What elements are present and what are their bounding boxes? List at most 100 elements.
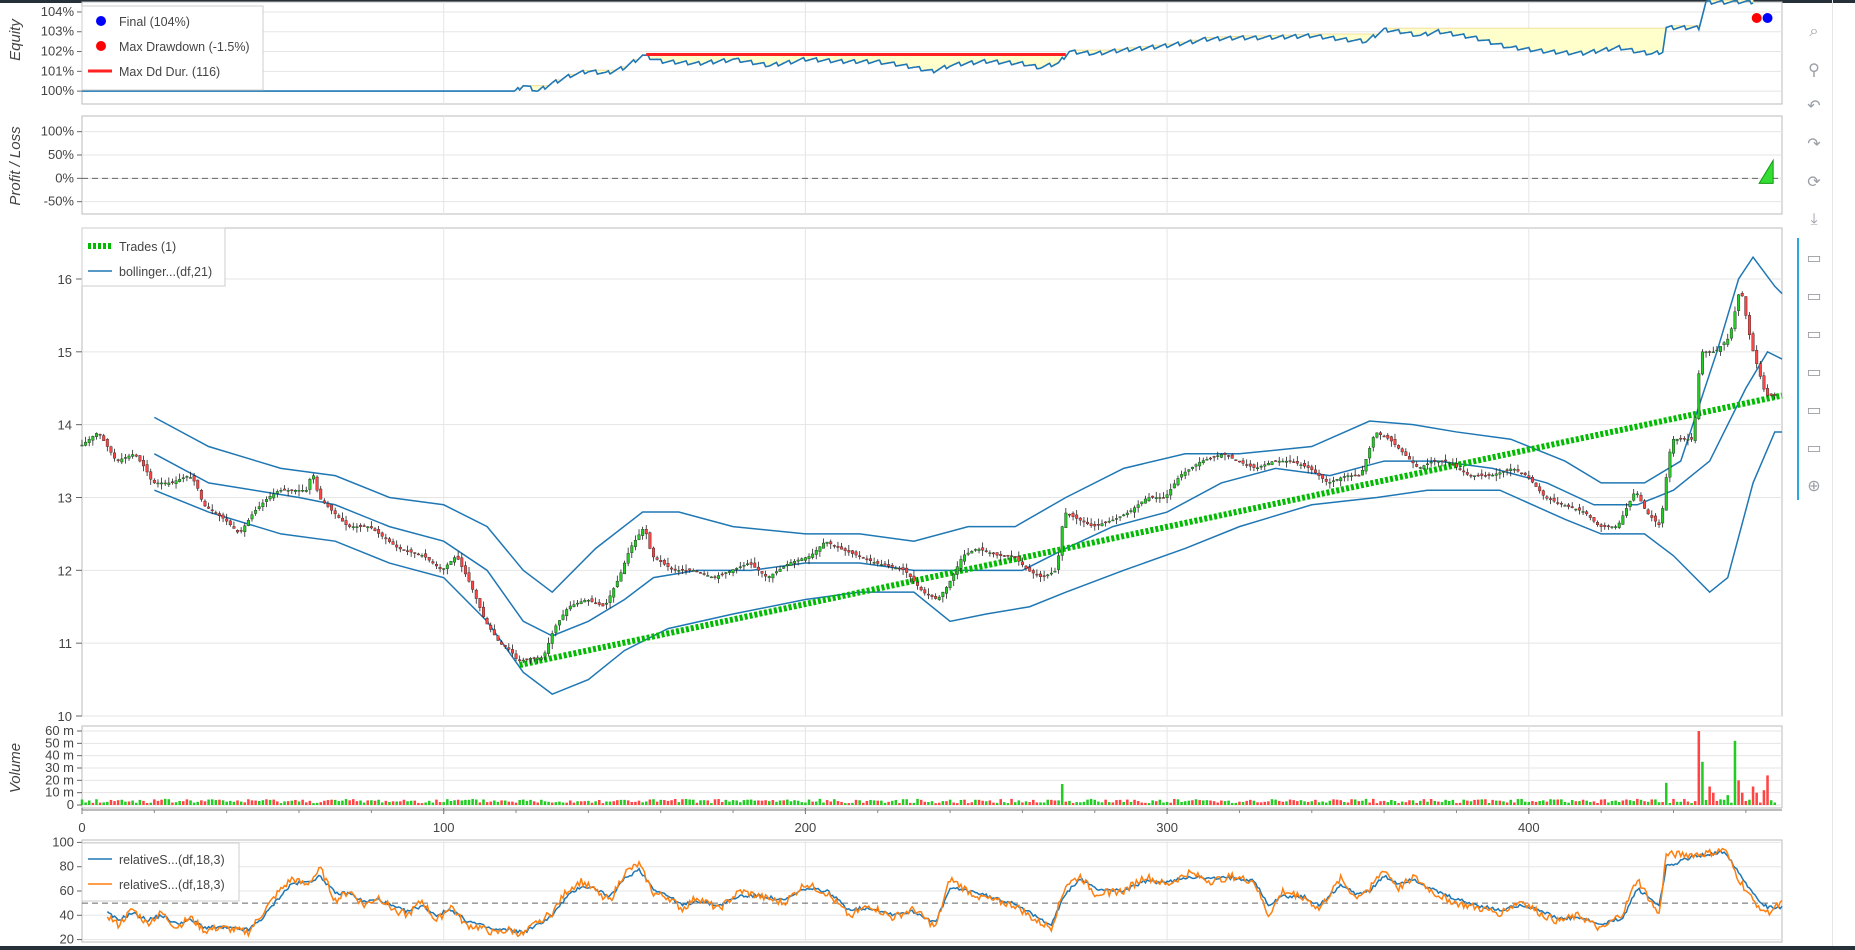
candle-body	[547, 642, 551, 654]
equity-plot[interactable]	[82, 0, 1773, 92]
candle-body	[1219, 454, 1223, 458]
candle-body	[984, 550, 988, 552]
bottom-border	[0, 946, 1855, 950]
volume-bar	[91, 802, 95, 805]
volume-bar	[1567, 802, 1570, 805]
volume-bar	[1404, 802, 1408, 805]
candle-body	[1368, 448, 1372, 459]
candle-body	[897, 568, 901, 570]
equity-legend: Final (104%) Max Drawdown (-1.5%) Max Dd…	[81, 5, 264, 91]
candle-body	[1534, 482, 1538, 487]
volume-bar	[789, 801, 793, 805]
volume-bar	[637, 800, 641, 805]
candle-body	[84, 441, 88, 446]
candle-body	[814, 550, 818, 555]
volume-bar	[948, 799, 952, 805]
volume-bar	[460, 800, 464, 805]
hover-icon[interactable]: ▭	[1806, 323, 1822, 343]
volume-bar	[594, 801, 597, 805]
candle-body	[775, 571, 778, 574]
candle-body	[1241, 460, 1245, 464]
rsi-plot[interactable]	[82, 847, 1783, 938]
volume-plot[interactable]	[80, 731, 1777, 805]
volume-bar	[456, 799, 460, 805]
candle-body	[1133, 507, 1137, 513]
volume-bar	[167, 799, 171, 805]
volume-bar	[1082, 801, 1086, 805]
volume-bar	[1437, 801, 1440, 805]
candle-body	[1194, 464, 1198, 467]
candle-body	[561, 614, 565, 620]
hover-icon[interactable]: ▭	[1806, 399, 1822, 419]
volume-bar	[522, 799, 525, 805]
candle-body	[1433, 460, 1437, 462]
volume-bar	[811, 801, 814, 805]
undo-icon[interactable]: ↶	[1807, 95, 1821, 115]
volume-bar	[1766, 775, 1769, 805]
volume-bar	[333, 799, 337, 805]
volume-bar	[207, 799, 210, 805]
profit-loss-plot[interactable]	[82, 158, 1782, 184]
volume-bar	[1408, 800, 1411, 805]
volume-bar	[1368, 802, 1371, 805]
hover-icon[interactable]: ▭	[1806, 247, 1822, 267]
rsi-tick-label: 20	[60, 932, 74, 946]
candle-body	[1574, 508, 1578, 511]
volume-bar	[1683, 799, 1686, 805]
volume-bar	[670, 800, 673, 805]
rsi-legend: relativeS...(df,18,3) relativeS...(df,18…	[81, 842, 240, 902]
hover-icon[interactable]: ▭	[1806, 361, 1822, 381]
candle-body	[1379, 432, 1382, 435]
volume-bar	[315, 802, 319, 805]
hover-icon[interactable]: ▭	[1806, 285, 1822, 305]
reset-icon[interactable]: ⟳	[1807, 171, 1821, 191]
candle-body	[1039, 573, 1042, 577]
candle-body	[145, 464, 149, 473]
backtest-chart[interactable]: 100% 101% 102% 103% 104% -50% 0% 50% 100% 10 11 12 1…	[0, 0, 1790, 946]
candle-body	[637, 534, 641, 540]
volume-bar	[474, 799, 478, 805]
volume-bar	[149, 802, 152, 805]
candle-body	[369, 526, 373, 529]
volume-bar	[1296, 801, 1299, 805]
redo-icon[interactable]: ↷	[1807, 133, 1821, 153]
candle-body	[319, 488, 323, 500]
volume-bar	[681, 799, 684, 805]
volume-bar	[692, 799, 695, 805]
volume-bar	[941, 801, 945, 805]
candle-body	[1747, 315, 1751, 336]
box-zoom-icon[interactable]: ⌕	[1809, 21, 1819, 40]
volume-bar	[229, 800, 232, 805]
volume-bar	[760, 800, 764, 805]
candle-body	[1020, 561, 1024, 566]
crosshair-icon[interactable]: ⊕	[1807, 475, 1821, 495]
volume-bar	[1021, 802, 1024, 805]
candle-body	[847, 550, 851, 553]
volume-bar	[1050, 799, 1053, 805]
candle-body	[1104, 521, 1108, 524]
candle-body	[586, 599, 590, 602]
volume-bar	[1607, 802, 1610, 805]
volume-bar	[919, 799, 923, 805]
volume-bar	[1654, 799, 1657, 805]
volume-bar	[1473, 799, 1476, 805]
volume-ylabel: Volume	[7, 743, 24, 793]
volume-bar	[120, 799, 124, 805]
hover-icon[interactable]: ▭	[1806, 437, 1822, 457]
candle-body	[1010, 555, 1014, 557]
candle-body	[1190, 466, 1194, 469]
candle-body	[1393, 439, 1397, 445]
volume-bar	[496, 801, 500, 805]
volume-bar	[1433, 800, 1437, 805]
candle-body	[623, 562, 627, 575]
candle-body	[1223, 453, 1227, 455]
ohlc-plot[interactable]	[80, 255, 1783, 696]
volume-bar	[1314, 799, 1317, 805]
candle-body	[1049, 572, 1053, 575]
candle-body	[181, 477, 185, 480]
save-icon[interactable]: ⤓	[1810, 209, 1818, 228]
volume-bar	[930, 801, 934, 805]
legend-max-drawdown-label: Max Drawdown (-1.5%)	[119, 40, 250, 54]
candle-body	[680, 569, 684, 571]
pan-icon[interactable]: ⚲	[1808, 59, 1820, 79]
